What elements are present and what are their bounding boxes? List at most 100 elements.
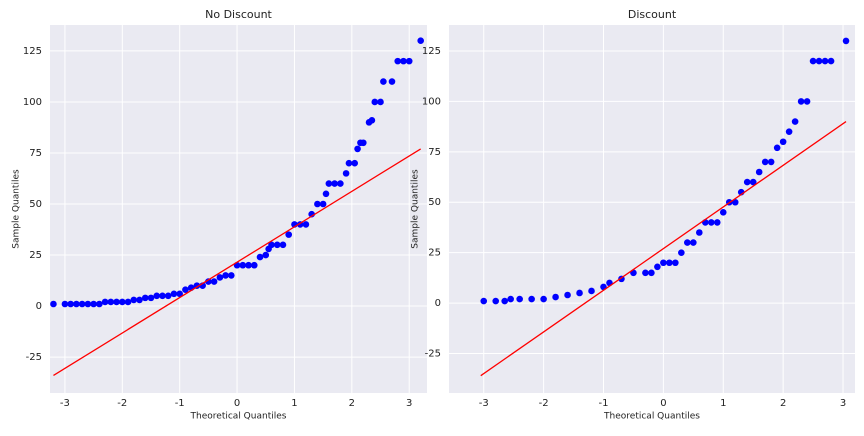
x-tick-label: 3 (840, 398, 846, 409)
point (239, 261, 247, 269)
point (159, 292, 166, 300)
point (216, 274, 224, 281)
point (351, 159, 358, 167)
point (210, 278, 218, 285)
point (528, 295, 535, 303)
point (761, 158, 769, 166)
point (331, 180, 338, 187)
x-tick-label: -2 (117, 398, 127, 409)
y-axis-label: Sample Quantiles (411, 169, 421, 249)
x-tick-label: -3 (60, 398, 70, 409)
point (273, 241, 281, 249)
point (749, 178, 757, 186)
point (222, 272, 229, 279)
point (713, 219, 721, 226)
point (285, 231, 293, 238)
point (755, 168, 763, 176)
point (228, 272, 235, 279)
point (377, 98, 384, 106)
point (368, 117, 376, 124)
point (743, 178, 751, 186)
point (564, 291, 571, 299)
point (773, 144, 781, 152)
point (371, 98, 379, 106)
plot-area (50, 25, 427, 393)
chart-title: No Discount (205, 8, 272, 21)
y-tick-label: 100 (23, 97, 42, 108)
point (164, 292, 172, 300)
y-tick-label: 100 (422, 96, 441, 107)
point (552, 293, 559, 301)
x-tick-label: -2 (539, 398, 549, 409)
point (153, 292, 161, 300)
point (666, 259, 673, 267)
point (492, 297, 500, 305)
point (731, 198, 739, 206)
point (417, 37, 424, 45)
point (262, 251, 270, 259)
point (107, 298, 115, 306)
point (319, 200, 327, 208)
point (405, 57, 413, 65)
point (314, 200, 321, 208)
point (113, 298, 120, 306)
point (67, 300, 74, 308)
point (337, 180, 344, 187)
point (516, 295, 523, 303)
point (767, 158, 775, 166)
y-tick-label: 125 (23, 46, 42, 57)
point (540, 295, 547, 303)
point (250, 261, 258, 269)
x-tick-label: 3 (406, 398, 412, 409)
point (205, 278, 212, 285)
point (690, 239, 697, 246)
y-tick-label: 0 (36, 301, 42, 312)
point (176, 290, 183, 298)
point (170, 290, 178, 298)
point (388, 78, 396, 85)
point (130, 296, 138, 304)
point (182, 286, 189, 294)
point (803, 98, 811, 105)
point (354, 145, 361, 153)
point (124, 298, 132, 306)
y-tick-label: 25 (428, 248, 441, 259)
point (136, 296, 143, 304)
point (684, 239, 691, 246)
y-tick-label: 50 (29, 199, 42, 210)
point (101, 298, 109, 306)
point (96, 300, 103, 308)
point (779, 138, 787, 146)
point (394, 57, 402, 65)
point (360, 139, 367, 147)
point (380, 78, 387, 85)
point (147, 294, 155, 302)
point (696, 229, 703, 236)
y-tick-label: 75 (428, 147, 441, 158)
point (345, 159, 353, 167)
point (660, 259, 667, 267)
x-axis-label: Theoretical Quantiles (190, 412, 287, 422)
point (302, 221, 310, 228)
point (648, 269, 655, 277)
point (797, 98, 805, 105)
y-axis-label: Sample Quantiles (12, 169, 22, 249)
point (268, 241, 275, 249)
x-tick-label: -3 (479, 398, 489, 409)
plot-area (449, 25, 855, 393)
x-tick-label: 1 (291, 398, 297, 409)
point (785, 128, 793, 135)
point (672, 259, 679, 267)
y-tick-label: 75 (29, 148, 42, 159)
point (61, 300, 69, 308)
point (842, 37, 850, 45)
point (719, 209, 727, 216)
point (507, 295, 514, 303)
x-tick-label: 0 (660, 398, 666, 409)
point (642, 269, 649, 277)
point (400, 57, 407, 65)
point (279, 241, 287, 249)
x-tick-label: -1 (599, 398, 609, 409)
point (245, 261, 252, 269)
